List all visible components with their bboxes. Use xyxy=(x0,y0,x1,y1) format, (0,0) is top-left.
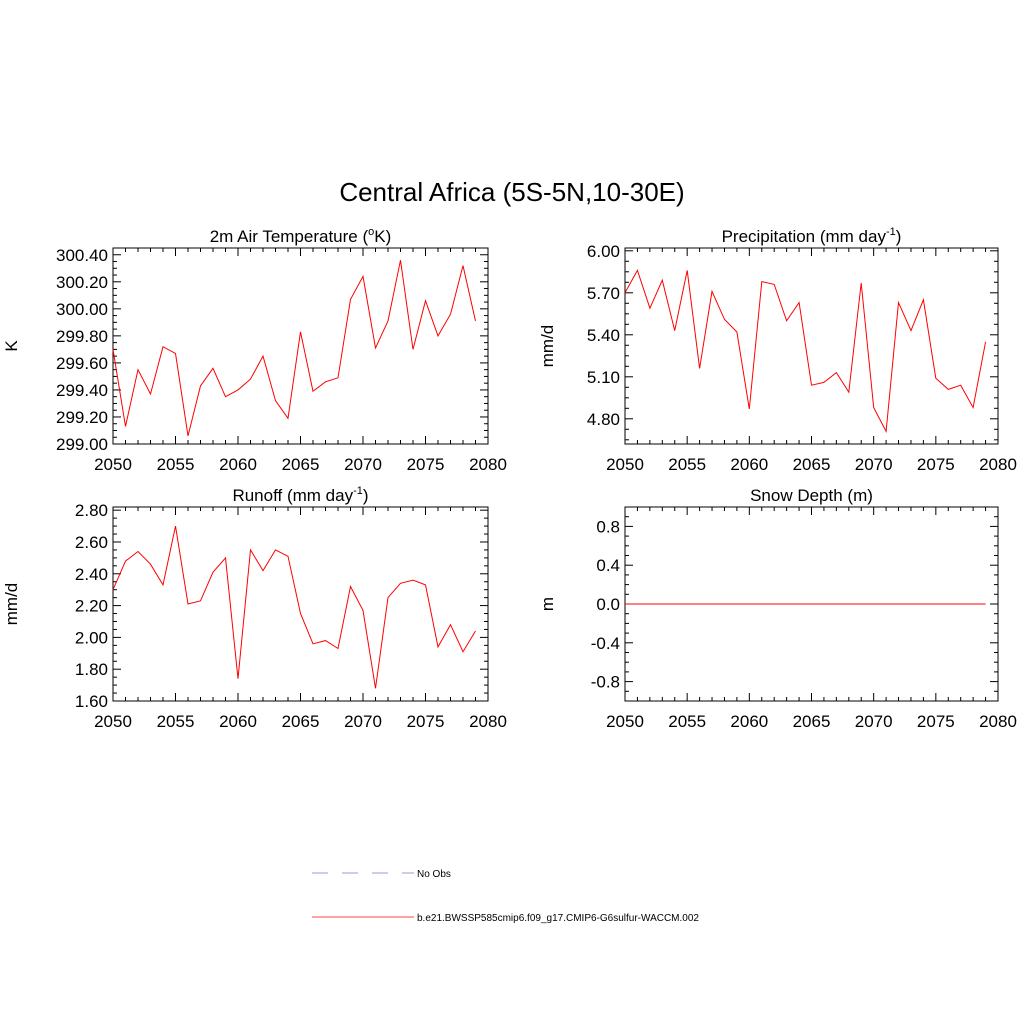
y-tick-label: 6.00 xyxy=(587,242,620,261)
panel-title: Runoff (mm day-1) xyxy=(232,485,368,505)
x-tick-label: 2055 xyxy=(668,455,706,474)
y-tick-label: -0.4 xyxy=(591,634,620,653)
y-tick-label: 1.80 xyxy=(75,660,108,679)
y-tick-label: 0.8 xyxy=(596,517,620,536)
x-tick-label: 2060 xyxy=(219,712,257,731)
y-tick-label: 299.20 xyxy=(56,408,108,427)
y-axis-label: mm/d xyxy=(538,325,557,368)
x-tick-label: 2080 xyxy=(979,455,1017,474)
x-tick-label: 2075 xyxy=(917,712,955,731)
x-tick-label: 2080 xyxy=(469,712,507,731)
y-tick-label: 0.0 xyxy=(596,595,620,614)
y-axis-label: K xyxy=(2,340,21,352)
chart-panel-3: Runoff (mm day-1) mm/d 2050 2055 2060 2065 207… xyxy=(2,485,507,731)
y-tick-label: 4.80 xyxy=(587,410,620,429)
y-tick-label: 2.40 xyxy=(75,565,108,584)
y-tick-label: 2.60 xyxy=(75,533,108,552)
legend: No Obs b.e21.BWSSP585cmip6.f09_g17.CMIP6-… xyxy=(312,869,699,924)
x-tick-label: 2070 xyxy=(344,455,382,474)
y-tick-label: 5.10 xyxy=(587,368,620,387)
plot-frame xyxy=(112,506,489,702)
y-tick-label: 2.00 xyxy=(75,628,108,647)
plot-frame xyxy=(624,247,999,445)
x-tick-label: 2070 xyxy=(855,712,893,731)
chart-panel-2: Precipitation (mm day-1) mm/d 2050 2055 2060… xyxy=(538,226,1017,474)
panel-title: Snow Depth (m) xyxy=(750,486,873,505)
y-tick-label: 0.4 xyxy=(596,556,620,575)
x-tick-label: 2065 xyxy=(282,712,320,731)
x-tick-label: 2065 xyxy=(793,712,831,731)
panel-title: Precipitation (mm day-1) xyxy=(722,226,902,246)
y-tick-label: -0.8 xyxy=(591,673,620,692)
series-line xyxy=(112,260,476,437)
y-axis-label: mm/d xyxy=(2,583,21,626)
x-tick-label: 2075 xyxy=(407,455,445,474)
series-line xyxy=(624,269,987,434)
legend-entry: No Obs xyxy=(312,869,451,880)
x-tick-label: 2075 xyxy=(407,712,445,731)
x-tick-label: 2050 xyxy=(606,455,644,474)
x-tick-label: 2075 xyxy=(917,455,955,474)
y-tick-label: 5.70 xyxy=(587,284,620,303)
legend-label: b.e21.BWSSP585cmip6.f09_g17.CMIP6-G6sulf… xyxy=(417,913,699,924)
y-tick-label: 300.20 xyxy=(56,273,108,292)
y-tick-label: 299.00 xyxy=(56,435,108,454)
x-tick-label: 2080 xyxy=(469,455,507,474)
y-tick-label: 1.60 xyxy=(75,692,108,711)
x-tick-label: 2065 xyxy=(793,455,831,474)
x-tick-label: 2080 xyxy=(979,712,1017,731)
x-tick-label: 2055 xyxy=(157,455,195,474)
x-tick-label: 2070 xyxy=(344,712,382,731)
y-tick-label: 5.40 xyxy=(587,326,620,345)
legend-entry: b.e21.BWSSP585cmip6.f09_g17.CMIP6-G6sulf… xyxy=(312,913,699,924)
chart-panel-1: 2m Air Temperature (oK) K 2050 2055 2060 2065… xyxy=(2,226,507,474)
x-tick-label: 2070 xyxy=(855,455,893,474)
y-tick-label: 2.80 xyxy=(75,501,108,520)
figure-title: Central Africa (5S-5N,10-30E) xyxy=(339,177,684,207)
legend-label: No Obs xyxy=(417,869,451,880)
x-tick-label: 2060 xyxy=(219,455,257,474)
x-tick-label: 2050 xyxy=(94,712,132,731)
y-tick-label: 2.20 xyxy=(75,597,108,616)
chart-panel-4: Snow Depth (m) m 2050 2055 2060 2065 2070 2075 2… xyxy=(538,486,1017,731)
x-tick-label: 2065 xyxy=(282,455,320,474)
x-tick-label: 2050 xyxy=(94,455,132,474)
x-tick-label: 2055 xyxy=(668,712,706,731)
panel-title: 2m Air Temperature (oK) xyxy=(210,226,392,246)
x-tick-label: 2050 xyxy=(606,712,644,731)
plot-frame xyxy=(112,247,489,445)
x-tick-label: 2055 xyxy=(157,712,195,731)
x-tick-label: 2060 xyxy=(730,712,768,731)
y-tick-label: 299.40 xyxy=(56,381,108,400)
y-tick-label: 299.60 xyxy=(56,354,108,373)
y-tick-label: 300.40 xyxy=(56,246,108,265)
y-axis-label: m xyxy=(538,597,557,611)
series-line xyxy=(112,525,476,689)
y-tick-label: 300.00 xyxy=(56,300,108,319)
x-tick-label: 2060 xyxy=(730,455,768,474)
y-tick-label: 299.80 xyxy=(56,327,108,346)
